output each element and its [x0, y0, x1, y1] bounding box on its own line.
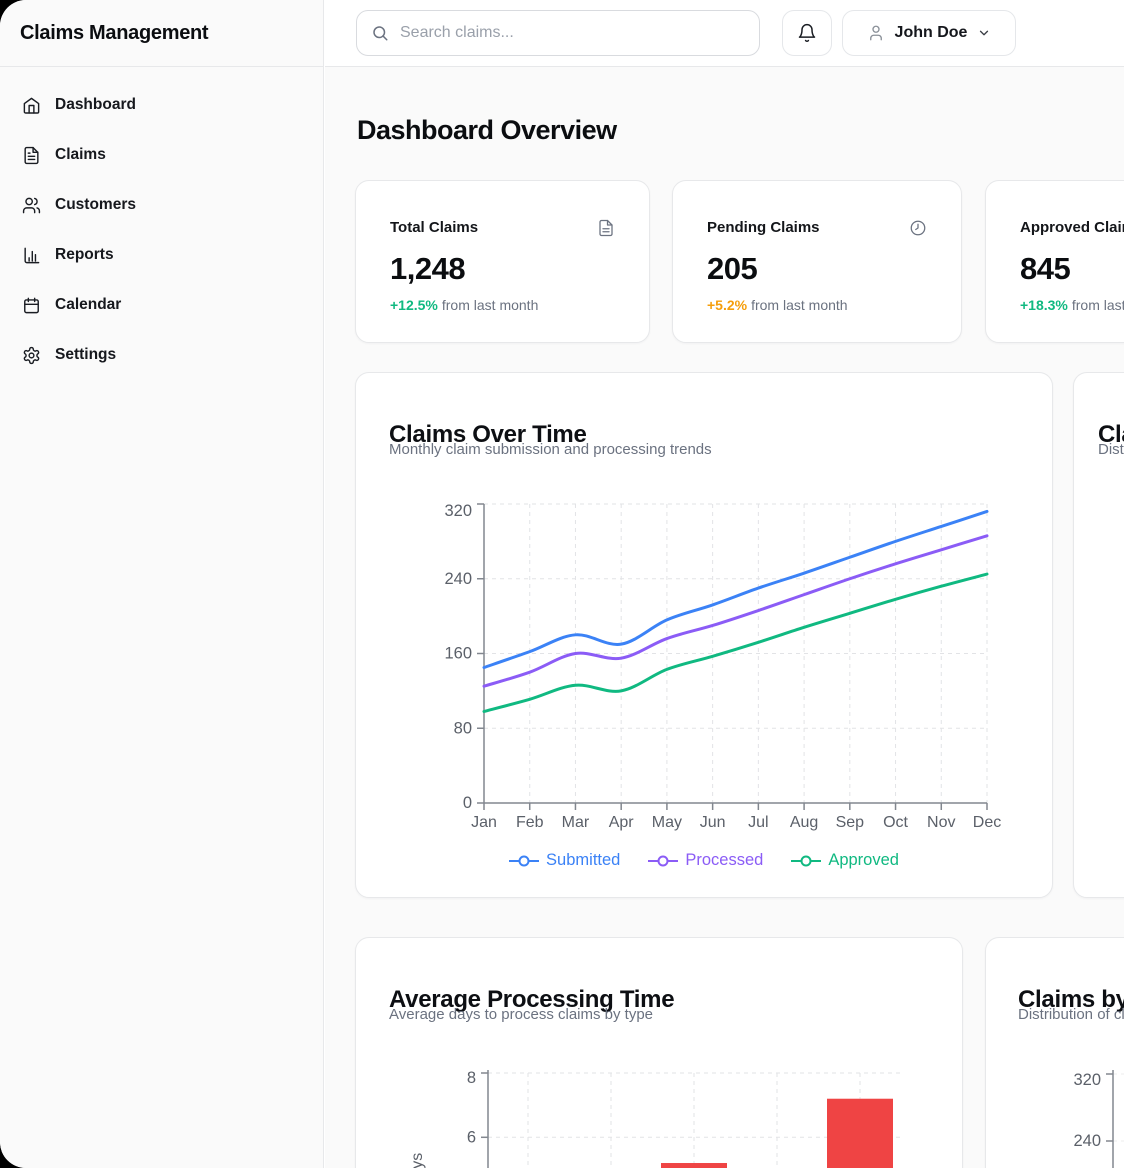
- sidebar-item-dashboard[interactable]: Dashboard: [0, 80, 323, 130]
- stat-card-approved-claims: Approved Claims 845 +18.3%from last mont…: [985, 180, 1124, 343]
- sidebar-item-customers[interactable]: Customers: [0, 180, 323, 230]
- svg-text:320: 320: [1073, 1071, 1101, 1089]
- chart-subtitle: Average days to process claims by type: [389, 1006, 654, 1023]
- stat-card-total-claims: Total Claims 1,248 +12.5% from last month: [355, 180, 650, 343]
- chart-subtitle: Monthly claim submission and processing …: [389, 441, 712, 458]
- bell-icon: [797, 23, 817, 43]
- sidebar-item-calendar[interactable]: Calendar: [0, 280, 323, 330]
- legend-line-icon: [648, 855, 679, 866]
- clock-icon: [909, 219, 927, 237]
- legend-line-icon: [791, 855, 822, 866]
- avg-processing-time-chart: 2468Days: [409, 1069, 901, 1168]
- claims-by-status-card: Claims by Status Distribution of claims …: [985, 937, 1124, 1168]
- svg-text:Aug: Aug: [790, 814, 818, 831]
- svg-text:6: 6: [467, 1128, 476, 1146]
- stat-label: Total Claims: [390, 219, 479, 236]
- file-text-icon: [22, 146, 41, 165]
- chart-subtitle: Distribution by claim type: [1098, 441, 1124, 458]
- svg-text:Mar: Mar: [562, 814, 590, 831]
- legend-item: Submitted: [509, 851, 620, 870]
- svg-text:Jun: Jun: [700, 814, 726, 831]
- notifications-button[interactable]: [782, 10, 832, 56]
- svg-text:240: 240: [444, 570, 472, 588]
- svg-text:Apr: Apr: [609, 814, 635, 831]
- svg-text:160: 160: [444, 645, 472, 663]
- stat-change: +12.5% from last month: [390, 297, 539, 313]
- top-header: John Doe: [325, 0, 1124, 67]
- claims-over-time-chart: 0 80 160 240 320 Jan Feb Mar Apr May Jun Jul Aug Sep O…: [444, 502, 1001, 831]
- svg-text:Nov: Nov: [927, 814, 955, 831]
- svg-text:320: 320: [444, 502, 472, 520]
- legend-item: Approved: [791, 851, 899, 870]
- svg-text:Jan: Jan: [471, 814, 497, 831]
- svg-text:80: 80: [454, 719, 472, 737]
- chart-title: Claims by Status: [1018, 985, 1124, 1013]
- sidebar-item-reports[interactable]: Reports: [0, 230, 323, 280]
- sidebar-item-label: Customers: [55, 196, 136, 213]
- stat-label: Pending Claims: [707, 219, 820, 236]
- bar-chart-icon: [22, 246, 41, 265]
- stat-change: +18.3%from last month: [1020, 297, 1124, 313]
- svg-text:0: 0: [463, 794, 472, 812]
- search-box: [356, 10, 760, 56]
- sidebar-item-label: Claims: [55, 146, 106, 163]
- sidebar-item-label: Settings: [55, 346, 117, 363]
- user-name: John Doe: [894, 24, 968, 41]
- chart-legend: Submitted Processed Approved: [356, 851, 1052, 870]
- svg-text:Oct: Oct: [883, 814, 908, 831]
- stat-change: +5.2% from last month: [707, 297, 848, 313]
- svg-text:May: May: [652, 814, 682, 831]
- svg-text:Dec: Dec: [973, 814, 1001, 831]
- sidebar: Claims Management Dashboard Claims Custo…: [0, 0, 324, 1168]
- main-content: Dashboard Overview Total Claims 1,248 +1…: [325, 67, 1124, 1168]
- search-input[interactable]: [398, 23, 759, 43]
- svg-text:Jul: Jul: [748, 814, 768, 831]
- home-icon: [22, 96, 41, 115]
- page-title: Dashboard Overview: [357, 115, 617, 146]
- avg-processing-time-card: Average Processing Time Average days to …: [355, 937, 963, 1168]
- sidebar-item-label: Calendar: [55, 296, 122, 313]
- stat-label: Approved Claims: [1020, 219, 1124, 236]
- chart-title: Claims Over Time: [389, 420, 587, 448]
- sidebar-nav: Dashboard Claims Customers Reports Calen…: [0, 67, 323, 380]
- sidebar-item-label: Reports: [55, 246, 114, 263]
- sidebar-header: Claims Management: [0, 0, 323, 67]
- stat-card-pending-claims: Pending Claims 205 +5.2% from last month: [672, 180, 962, 343]
- file-text-icon: [597, 219, 615, 237]
- chevron-down-icon: [977, 26, 991, 40]
- claims-over-time-card: Claims Over Time Monthly claim submissio…: [355, 372, 1053, 898]
- chart-title: Average Processing Time: [389, 985, 675, 1013]
- legend-line-icon: [509, 855, 540, 866]
- user-icon: [867, 24, 885, 42]
- stat-value: 845: [1020, 251, 1071, 286]
- calendar-icon: [22, 296, 41, 315]
- svg-text:Sep: Sep: [836, 814, 865, 831]
- svg-text:Days: Days: [409, 1153, 426, 1168]
- chart-subtitle: Distribution of claims by status: [1018, 1006, 1124, 1023]
- claims-by-type-card: Claims by Type Distribution by claim typ…: [1073, 372, 1124, 898]
- users-icon: [22, 196, 41, 215]
- sidebar-item-label: Dashboard: [55, 96, 136, 113]
- user-menu-button[interactable]: John Doe: [842, 10, 1016, 56]
- search-icon: [371, 24, 389, 42]
- stat-value: 1,248: [390, 251, 466, 286]
- stat-value: 205: [707, 251, 758, 286]
- gear-icon: [22, 346, 41, 365]
- svg-text:8: 8: [467, 1069, 476, 1087]
- legend-item: Processed: [648, 851, 763, 870]
- svg-text:Feb: Feb: [516, 814, 544, 831]
- sidebar-item-settings[interactable]: Settings: [0, 330, 323, 380]
- sidebar-item-claims[interactable]: Claims: [0, 130, 323, 180]
- chart-title: Claims by Type: [1098, 420, 1124, 448]
- app-title: Claims Management: [20, 21, 209, 44]
- svg-text:240: 240: [1073, 1132, 1101, 1150]
